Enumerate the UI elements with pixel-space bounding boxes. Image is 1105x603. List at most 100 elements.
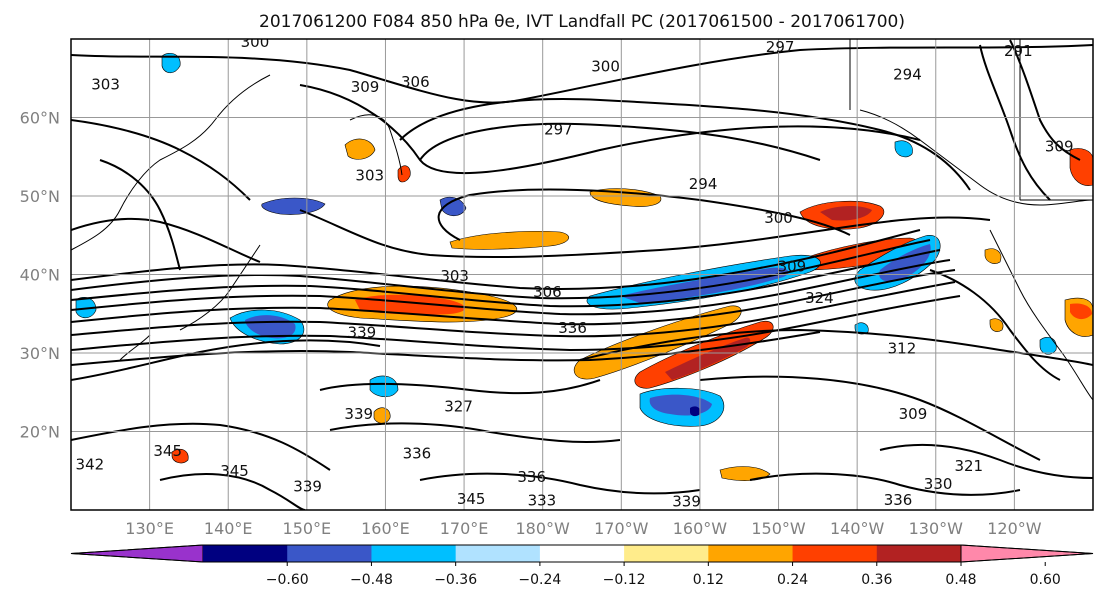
contour-label: 300 <box>591 57 620 75</box>
contour-label: 303 <box>440 267 469 285</box>
coastline-alaska <box>859 109 1093 206</box>
colorbar-extend-high <box>960 544 1094 563</box>
y-tick-label: 40°N <box>20 266 60 285</box>
colorbar-ticks: −0.60 −0.48 −0.36 −0.24 −0.12 0.12 0.24 0.36 0.4… <box>266 562 1061 588</box>
colorbar-tick-label: −0.60 <box>266 572 309 588</box>
coastline-kamchatka <box>349 114 403 176</box>
shade-negative-dark-dot <box>690 406 701 417</box>
colorbar-segment <box>624 545 709 562</box>
contour-line <box>319 379 601 395</box>
shade-negative-northeast-coast <box>894 140 913 158</box>
colorbar-tick-label: −0.12 <box>603 572 646 588</box>
contour-label: 294 <box>689 175 718 193</box>
contour-line <box>71 217 261 263</box>
contour-label: 336 <box>558 319 587 337</box>
shade-negative-north-west <box>261 197 326 215</box>
gridlines <box>71 39 1093 510</box>
colorbar-tick-label: 0.48 <box>945 572 976 588</box>
x-tick-label: 160°W <box>673 519 728 538</box>
y-tick-label: 60°N <box>20 109 60 128</box>
contour-label: 324 <box>805 289 834 307</box>
contour-label: 345 <box>457 490 486 508</box>
contour-label: 345 <box>153 442 182 460</box>
contour-label: 297 <box>544 120 573 138</box>
contour-line <box>437 188 851 241</box>
colorbar-tick-label: −0.48 <box>350 572 393 588</box>
x-tick-label: 130°W <box>909 519 964 538</box>
x-tick-label: 160°E <box>361 519 410 538</box>
y-axis-ticks: 20°N 30°N 40°N 50°N 60°N <box>20 109 60 442</box>
contour-line <box>979 44 1051 201</box>
contour-line <box>929 269 1061 381</box>
colorbar-segment <box>455 545 541 562</box>
colorbar-tick-label: −0.24 <box>518 572 561 588</box>
shade-negative-jet-band-core <box>620 267 789 303</box>
contour-line <box>159 473 306 510</box>
coastline-north-america <box>989 229 1093 401</box>
shade-positive-northeast-red <box>820 206 872 221</box>
colorbar-tick-label: 0.60 <box>1030 572 1061 588</box>
colorbar-segment <box>876 545 962 562</box>
shade-positive-south-2 <box>719 466 771 481</box>
contour-line <box>419 122 821 161</box>
colorbar-tick-label: 0.12 <box>693 572 724 588</box>
x-tick-label: 170°W <box>594 519 649 538</box>
contour-line <box>71 269 956 326</box>
contour-label: 339 <box>672 492 701 510</box>
contour-label: 309 <box>899 405 928 423</box>
contour-label: 330 <box>924 475 953 493</box>
contour-label: 336 <box>403 444 432 462</box>
contour-line <box>71 339 381 381</box>
shade-positive-gulf <box>984 248 1002 264</box>
contour-label: 339 <box>293 477 322 495</box>
contour-label: 342 <box>76 455 105 473</box>
shade-positive-northern-band <box>449 231 570 250</box>
x-tick-label: 170°E <box>440 519 489 538</box>
shade-negative-landfall <box>1039 337 1057 355</box>
contour-line <box>71 281 956 338</box>
shade-negative-top-left <box>161 53 181 74</box>
contour-label: 306 <box>401 73 430 91</box>
contour-label: 309 <box>778 258 807 276</box>
colorbar <box>70 544 1094 563</box>
x-tick-label: 130°E <box>125 519 174 538</box>
chart-title: 2017061200 F084 850 hPa θe, IVT Landfall… <box>259 12 905 32</box>
colorbar-tick-label: −0.36 <box>434 572 477 588</box>
shade-positive-east-coast-core <box>1070 303 1092 320</box>
contour-line <box>71 331 821 366</box>
map-frame <box>70 38 1094 511</box>
contour-line <box>419 472 701 495</box>
theta-e-contours <box>71 39 1093 510</box>
x-tick-label: 140°E <box>204 519 253 538</box>
contour-label: 309 <box>351 78 380 96</box>
x-tick-label: 150°W <box>751 519 806 538</box>
colorbar-tick-label: 0.36 <box>861 572 892 588</box>
shade-negative-south-west <box>369 375 399 398</box>
contour-line <box>749 472 1021 496</box>
contour-line <box>299 209 991 259</box>
contour-line <box>71 295 961 352</box>
contour-label: 300 <box>241 33 270 51</box>
colorbar-segment <box>708 545 794 562</box>
shade-negative-east-small <box>854 322 869 335</box>
contour-line <box>99 159 181 271</box>
contour-label: 336 <box>884 491 913 509</box>
contour-label: 303 <box>91 76 120 94</box>
contour-label: 291 <box>1004 42 1033 60</box>
contour-label: 327 <box>444 397 473 415</box>
contour-line <box>879 443 1093 479</box>
colorbar-segment <box>287 545 372 562</box>
x-axis-ticks: 130°E 140°E 150°E 160°E 170°E 180°W 170°W 160°W… <box>125 519 1041 538</box>
contour-label: 345 <box>220 462 249 480</box>
y-tick-label: 20°N <box>20 423 60 442</box>
contour-line <box>699 375 1041 461</box>
contour-label: 297 <box>766 38 795 56</box>
x-tick-label: 120°W <box>987 519 1042 538</box>
x-tick-label: 150°E <box>283 519 332 538</box>
y-tick-label: 30°N <box>20 344 60 363</box>
contour-label: 309 <box>1045 138 1074 156</box>
boundary-line <box>849 39 1021 200</box>
contour-line <box>399 98 971 191</box>
colorbar-extend-low <box>70 544 204 563</box>
